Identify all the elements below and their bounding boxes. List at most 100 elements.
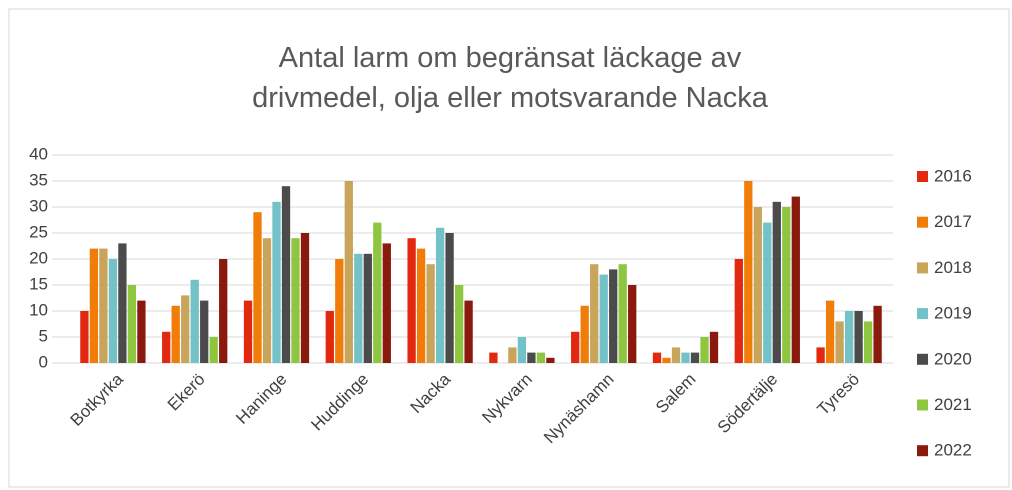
bar: [763, 222, 772, 363]
bar: [825, 300, 835, 363]
bar: [536, 352, 546, 363]
bar: [435, 227, 445, 363]
legend-label: 2016: [934, 166, 972, 185]
bar: [118, 243, 127, 363]
bar: [854, 311, 863, 363]
bar: [580, 305, 589, 363]
bar: [171, 305, 180, 363]
bar: [80, 311, 89, 363]
bar: [873, 305, 882, 363]
y-tick-label: 25: [29, 222, 48, 241]
bar: [844, 311, 854, 363]
legend-label: 2018: [934, 258, 972, 277]
bar: [791, 196, 800, 363]
bar: [335, 259, 344, 363]
bar: [407, 238, 416, 363]
x-tick-label: Huddinge: [307, 370, 372, 435]
bar: [662, 357, 671, 363]
bar: [137, 300, 146, 363]
bar: [546, 357, 555, 363]
bar: [508, 347, 517, 363]
chart-title: Antal larm om begränsat läckage av drivm…: [252, 42, 768, 114]
bar: [772, 201, 781, 363]
x-tick-label: Nynäshamn: [540, 370, 618, 448]
bar: [382, 243, 391, 363]
x-tick-label: Tyresö: [814, 370, 864, 420]
bar: [489, 352, 498, 363]
legend-label: 2019: [934, 304, 972, 323]
bar: [609, 269, 618, 363]
bar: [671, 347, 681, 363]
legend-swatch: [917, 171, 928, 182]
bar: [782, 207, 791, 363]
bar: [127, 285, 137, 363]
chart-border: [8, 8, 1010, 488]
bar: [89, 248, 99, 363]
bar: [300, 233, 310, 363]
bar: [599, 274, 608, 363]
bar: [325, 311, 334, 363]
bar: [618, 264, 627, 363]
bar: [272, 201, 281, 363]
bar: [709, 331, 719, 363]
bar: [454, 285, 464, 363]
bar: [200, 300, 209, 363]
legend-swatch: [917, 353, 928, 365]
y-tick-label: 30: [29, 196, 48, 215]
bar: [209, 337, 218, 363]
y-tick-label: 5: [39, 326, 48, 345]
y-tick-label: 15: [29, 274, 48, 293]
bar: [108, 259, 118, 363]
bar: [690, 352, 700, 363]
legend-swatch: [917, 216, 928, 228]
bar: [571, 331, 580, 363]
x-tick-label: Nykvarn: [478, 370, 536, 428]
x-tick-label: Nacka: [407, 369, 455, 417]
bar: [628, 285, 637, 363]
bar: [281, 186, 291, 363]
bar: [416, 248, 426, 363]
bar: [700, 337, 709, 363]
x-tick-label: Haninge: [232, 370, 290, 428]
x-tick-label: Ekerö: [164, 370, 209, 415]
y-tick-label: 10: [29, 300, 48, 319]
bar: [753, 207, 762, 363]
bar: [681, 352, 690, 363]
bar: [816, 347, 825, 363]
bar: [517, 337, 527, 363]
bar: [652, 352, 662, 363]
bar: [291, 238, 300, 363]
legend-label: 2020: [934, 349, 972, 368]
bar: [243, 300, 253, 363]
bar: [190, 279, 199, 363]
bar: [344, 181, 353, 363]
y-tick-label: 35: [29, 170, 48, 189]
bar: [426, 264, 435, 363]
legend-label: 2021: [934, 395, 972, 414]
bar: [863, 321, 873, 363]
bar: [590, 264, 599, 363]
legend-swatch: [917, 262, 928, 274]
x-tick-label: Salem: [652, 370, 700, 418]
bar: [262, 238, 272, 363]
bar: [744, 181, 753, 363]
bar: [445, 233, 454, 363]
y-tick-label: 40: [29, 144, 48, 163]
legend-swatch: [917, 445, 928, 457]
bar: [219, 259, 228, 363]
bar: [181, 295, 190, 363]
x-tick-label: Södertälje: [714, 370, 782, 438]
y-tick-label: 0: [39, 352, 48, 371]
bar: [373, 222, 382, 363]
legend-swatch: [917, 308, 928, 320]
bar: [734, 259, 743, 363]
bar: [835, 321, 844, 363]
x-tick-label: Botkyrka: [67, 369, 128, 430]
legend-label: 2022: [934, 441, 972, 460]
bar: [99, 248, 108, 363]
legend-swatch: [917, 399, 928, 411]
bar: [464, 300, 473, 363]
y-tick-label: 20: [29, 248, 48, 267]
